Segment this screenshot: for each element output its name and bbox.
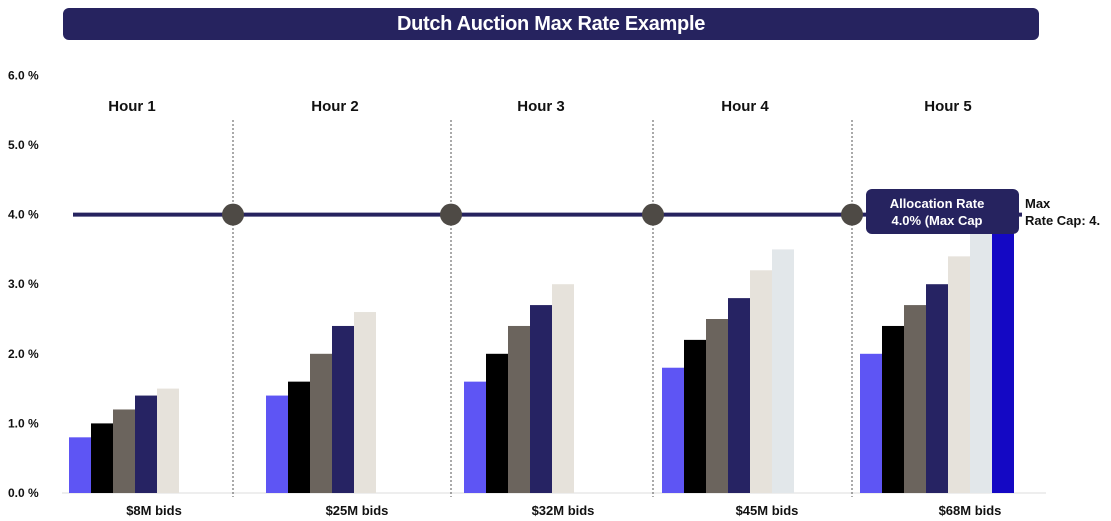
bar [486,353,508,493]
bar [904,305,926,493]
category-label: $45M bids [736,503,799,518]
y-tick-label: 1.0 % [8,416,39,430]
max-rate-marker [440,203,462,226]
max-rate-marker [841,203,863,226]
max-rate-label-line2: Rate Cap: 4. [1025,213,1100,228]
bar [464,381,486,493]
bar [135,395,157,493]
bar [157,388,179,493]
allocation-callout-line1: Allocation Rate [890,196,985,211]
bar [728,298,750,493]
hour-label: Hour 1 [108,98,156,115]
bar [750,270,772,493]
bar [926,284,948,493]
hour-label: Hour 4 [721,98,769,115]
bar [354,312,376,493]
bar [91,423,113,493]
bar [530,305,552,493]
bar [266,395,288,493]
y-tick-label: 5.0 % [8,138,39,152]
category-label: $68M bids [939,503,1002,518]
allocation-callout-line2: 4.0% (Max Cap [891,213,982,228]
bar [992,214,1014,493]
chart-title: Dutch Auction Max Rate Example [63,8,1039,40]
bar [882,325,904,493]
bar [552,284,574,493]
category-label: $25M bids [326,503,389,518]
category-label: $8M bids [126,503,182,518]
max-rate-marker [642,203,664,226]
bar [288,381,310,493]
y-tick-label: 0.0 % [8,486,39,500]
category-label: $32M bids [532,503,595,518]
max-rate-marker [222,203,244,226]
bar [69,437,91,493]
hour-label: Hour 5 [924,98,972,115]
bar [970,228,992,493]
bar [662,367,684,493]
bar [772,249,794,493]
bar [113,409,135,493]
max-rate-label-line1: Max [1025,196,1051,211]
allocation-callout [866,189,1019,234]
y-tick-label: 4.0 % [8,208,39,222]
y-tick-label: 2.0 % [8,347,39,361]
bar [508,325,530,493]
bar [706,319,728,493]
bar [332,325,354,493]
y-tick-label: 3.0 % [8,277,39,291]
bar [860,353,882,493]
hour-label: Hour 3 [517,98,565,115]
bar [310,353,332,493]
bar [948,256,970,493]
y-tick-label: 6.0 % [8,68,39,82]
hour-label: Hour 2 [311,98,359,115]
bar [684,339,706,493]
